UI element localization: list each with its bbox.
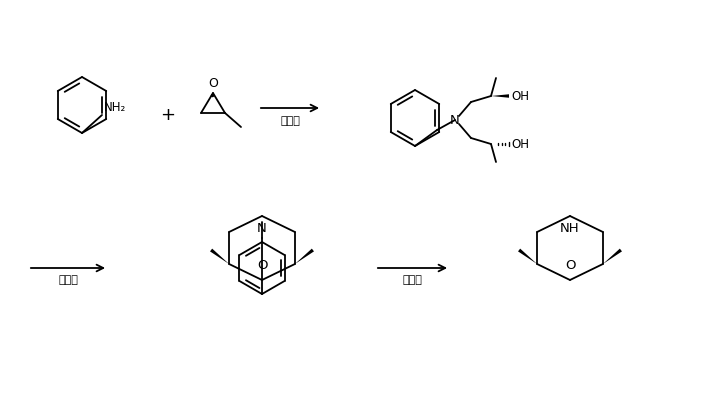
- Text: 步骤一: 步骤一: [280, 116, 300, 126]
- Text: O: O: [257, 259, 267, 272]
- Polygon shape: [518, 249, 537, 264]
- Text: N: N: [450, 114, 460, 126]
- Text: O: O: [208, 77, 218, 90]
- Polygon shape: [603, 249, 622, 264]
- Text: +: +: [160, 106, 175, 124]
- Text: 步骤二: 步骤二: [58, 275, 78, 285]
- Polygon shape: [295, 249, 314, 264]
- Text: NH: NH: [560, 222, 580, 235]
- Polygon shape: [210, 249, 229, 264]
- Text: OH: OH: [511, 90, 529, 102]
- Polygon shape: [491, 94, 509, 98]
- Text: OH: OH: [511, 138, 529, 150]
- Text: N: N: [257, 222, 267, 235]
- Text: 步骤三: 步骤三: [402, 275, 422, 285]
- Text: O: O: [564, 259, 575, 272]
- Text: NH₂: NH₂: [104, 101, 127, 114]
